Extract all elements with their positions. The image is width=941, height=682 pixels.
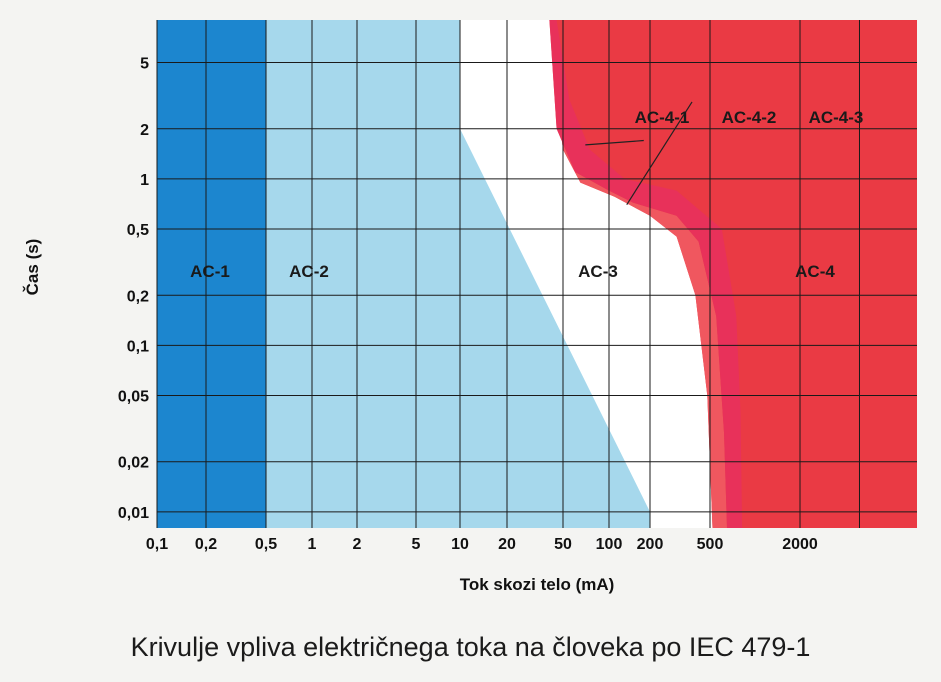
zone-label-ac-4: AC-4	[795, 262, 835, 281]
annotation-leader-line	[585, 139, 644, 146]
x-tick-label: 2	[353, 536, 362, 553]
y-tick-label: 0,05	[118, 388, 149, 405]
x-tick-label: 0,2	[195, 536, 217, 553]
y-tick-label: 2	[140, 122, 149, 139]
x-tick-label: 0,1	[146, 536, 168, 553]
y-tick-label: 0,5	[127, 222, 149, 239]
x-tick-label: 500	[697, 536, 724, 553]
y-tick-label: 0,01	[118, 505, 149, 522]
x-tick-label: 2000	[782, 536, 818, 553]
x-tick-label: 10	[451, 536, 469, 553]
zone-ac-4	[549, 20, 917, 528]
x-tick-label: 50	[554, 536, 572, 553]
x-axis-title: Tok skozi telo (mA)	[460, 575, 615, 594]
y-tick-label: 0,1	[127, 338, 149, 355]
y-tick-label: 0,2	[127, 288, 149, 305]
x-tick-label: 200	[637, 536, 664, 553]
y-tick-label: 5	[140, 56, 149, 73]
zone-ac-4-1	[549, 20, 727, 528]
x-tick-label: 0,5	[255, 536, 277, 553]
x-tick-label: 20	[498, 536, 516, 553]
zone-label-ac-1: AC-1	[190, 262, 230, 281]
zone-ac-2	[266, 20, 650, 528]
x-tick-label: 100	[596, 536, 623, 553]
y-tick-label: 0,02	[118, 455, 149, 472]
x-tick-label: 5	[412, 536, 421, 553]
zone-ac-1	[157, 20, 266, 528]
zone-label-ac-4-3: AC-4-3	[809, 108, 864, 127]
zone-label-ac-4-2: AC-4-2	[722, 108, 777, 127]
zone-label-ac-3: AC-3	[578, 262, 618, 281]
y-axis-title: Čas (s)	[23, 239, 42, 296]
zone-label-ac-4-1: AC-4-1	[635, 108, 690, 127]
y-tick-label: 1	[140, 172, 149, 189]
chart-caption: Krivulje vpliva električnega toka na člo…	[130, 632, 811, 662]
x-tick-label: 1	[308, 536, 317, 553]
annotation-leader-line	[626, 101, 693, 205]
zone-label-ac-2: AC-2	[289, 262, 329, 281]
